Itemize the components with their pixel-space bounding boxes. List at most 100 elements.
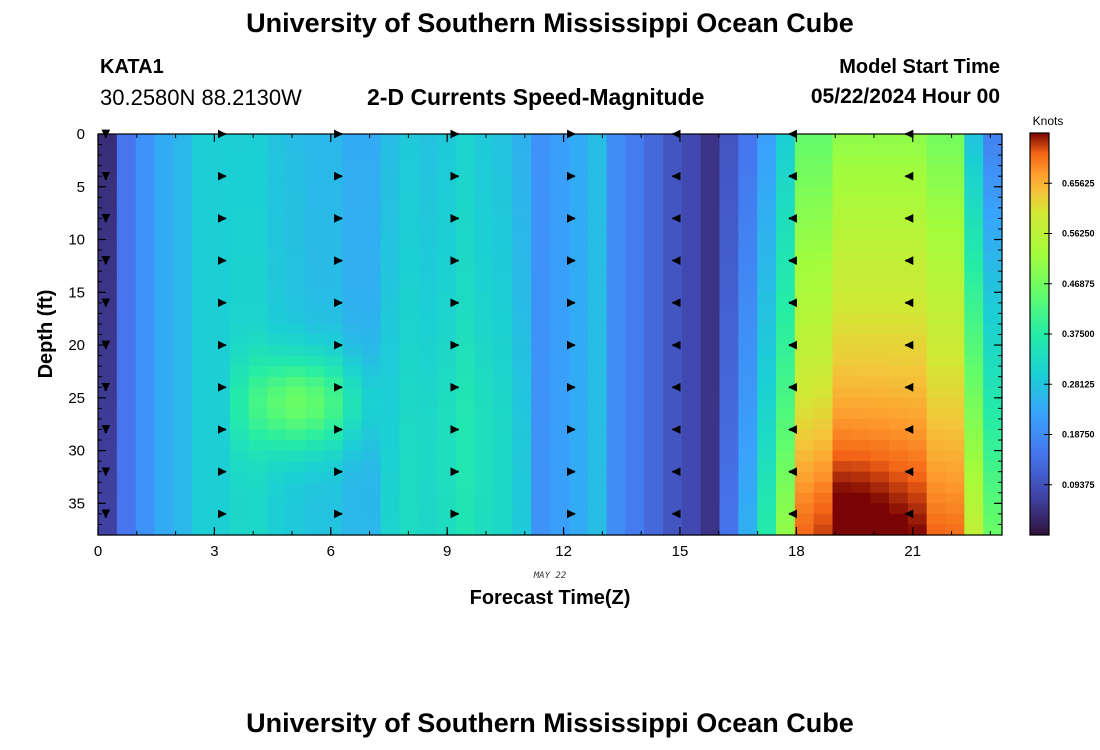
- heatmap-cell: [361, 397, 382, 409]
- heatmap-cell: [907, 513, 928, 526]
- heatmap-cell: [926, 492, 947, 504]
- heatmap-cell: [568, 323, 589, 336]
- heatmap-cell: [889, 408, 909, 420]
- heatmap-cell: [116, 323, 137, 336]
- heatmap-cell: [286, 376, 306, 388]
- heatmap-cell: [907, 482, 928, 494]
- heatmap-cell: [644, 429, 664, 441]
- heatmap-cell: [794, 418, 815, 431]
- heatmap-cell: [945, 461, 965, 473]
- heatmap-cell: [832, 418, 852, 431]
- heatmap-cell: [211, 176, 231, 188]
- heatmap-cell: [550, 292, 570, 304]
- heatmap-cell: [870, 355, 890, 367]
- heatmap-cell: [738, 176, 758, 188]
- heatmap-cell: [512, 492, 532, 504]
- heatmap-cell: [98, 450, 118, 462]
- heatmap-cell: [267, 176, 287, 188]
- heatmap-cell: [154, 345, 174, 357]
- heatmap-cell: [324, 471, 344, 483]
- heatmap-cell: [644, 387, 664, 399]
- heatmap-cell: [380, 471, 400, 483]
- heatmap-cell: [286, 292, 306, 304]
- heatmap-cell: [587, 503, 608, 515]
- heatmap-cell: [154, 513, 174, 526]
- heatmap-cell: [305, 397, 325, 409]
- heatmap-cell: [719, 450, 739, 462]
- heatmap-cell: [644, 440, 664, 452]
- heatmap-cell: [116, 376, 137, 388]
- heatmap-cell: [606, 144, 626, 156]
- heatmap-cell: [889, 345, 909, 357]
- heatmap-cell: [267, 144, 287, 156]
- heatmap-cell: [681, 440, 702, 452]
- heatmap-cell: [135, 418, 156, 431]
- heatmap-cell: [776, 271, 796, 283]
- heatmap-cell: [267, 503, 287, 515]
- heatmap-cell: [757, 186, 777, 198]
- heatmap-cell: [738, 482, 758, 494]
- heatmap-cell: [964, 197, 984, 209]
- heatmap-cell: [663, 218, 683, 230]
- heatmap-cell: [606, 281, 626, 293]
- heatmap-cell: [116, 186, 137, 198]
- heatmap-cell: [587, 376, 608, 388]
- heatmap-cell: [550, 197, 570, 209]
- heatmap-cell: [286, 429, 306, 441]
- heatmap-cell: [926, 176, 947, 188]
- heatmap-cell: [173, 334, 193, 346]
- heatmap-cell: [286, 186, 306, 198]
- heatmap-cell: [342, 492, 363, 504]
- heatmap-cell: [663, 239, 683, 251]
- heatmap-cell: [324, 197, 344, 209]
- heatmap-cell: [98, 134, 118, 146]
- heatmap-cell: [154, 313, 174, 325]
- heatmap-cell: [135, 260, 156, 272]
- heatmap-cell: [380, 366, 400, 378]
- heatmap-cell: [192, 345, 212, 357]
- heatmap-cell: [776, 366, 796, 378]
- heatmap-cell: [681, 503, 702, 515]
- heatmap-cell: [474, 207, 495, 220]
- heatmap-cell: [418, 440, 438, 452]
- heatmap-cell: [135, 503, 156, 515]
- heatmap-cell: [512, 440, 532, 452]
- heatmap-cell: [305, 155, 325, 167]
- heatmap-cell: [644, 186, 664, 198]
- heatmap-cell: [568, 450, 589, 462]
- heatmap-cell: [832, 471, 852, 483]
- heatmap-cell: [324, 313, 344, 325]
- heatmap-cell: [192, 440, 212, 452]
- heatmap-cell: [644, 408, 664, 420]
- heatmap-cell: [700, 144, 721, 156]
- heatmap-cell: [625, 313, 645, 325]
- heatmap-cell: [305, 186, 325, 198]
- heatmap-cell: [568, 461, 589, 473]
- heatmap-cell: [681, 155, 702, 167]
- heatmap-cell: [983, 366, 1003, 378]
- heatmap-cell: [700, 376, 721, 388]
- heatmap-cell: [493, 418, 513, 431]
- heatmap-cell: [437, 418, 457, 431]
- heatmap-cell: [719, 186, 739, 198]
- y-axis-title: Depth (ft): [35, 290, 57, 379]
- heatmap-cell: [229, 228, 250, 241]
- heatmap-cell: [305, 134, 325, 146]
- heatmap-cell: [116, 218, 137, 230]
- heatmap-cell: [418, 302, 438, 314]
- heatmap-cell: [983, 239, 1003, 251]
- heatmap-cell: [342, 313, 363, 325]
- heatmap-cell: [399, 334, 419, 346]
- heatmap-cell: [380, 239, 400, 251]
- x-axis-title: Forecast Time(Z): [470, 587, 631, 609]
- heatmap-cell: [644, 207, 664, 220]
- heatmap-cell: [531, 228, 551, 241]
- heatmap-cell: [154, 323, 174, 336]
- heatmap-cell: [455, 134, 476, 146]
- heatmap-cell: [719, 366, 739, 378]
- heatmap-cell: [757, 313, 777, 325]
- heatmap-cell: [926, 155, 947, 167]
- heatmap-cell: [192, 186, 212, 198]
- heatmap-cell: [380, 397, 400, 409]
- heatmap-cell: [907, 461, 928, 473]
